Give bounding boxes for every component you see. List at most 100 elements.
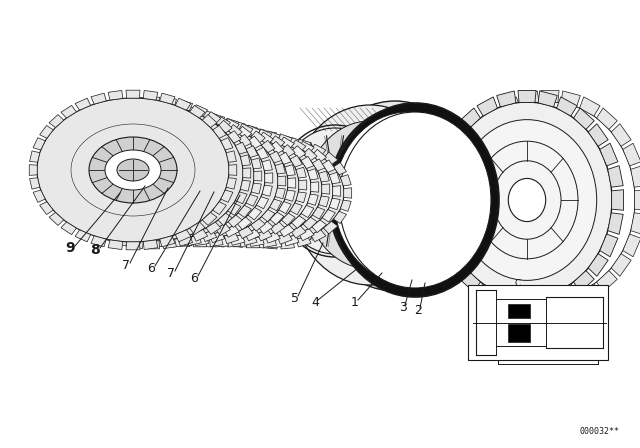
Polygon shape xyxy=(113,100,128,111)
Polygon shape xyxy=(228,215,242,228)
Polygon shape xyxy=(228,203,241,215)
Ellipse shape xyxy=(476,141,578,259)
Polygon shape xyxy=(139,235,153,246)
Polygon shape xyxy=(290,155,303,167)
Polygon shape xyxy=(61,222,76,235)
Polygon shape xyxy=(308,168,318,180)
Polygon shape xyxy=(207,175,218,186)
Ellipse shape xyxy=(458,120,596,280)
Polygon shape xyxy=(557,97,577,116)
Polygon shape xyxy=(245,125,260,137)
Text: 2: 2 xyxy=(414,303,422,316)
Polygon shape xyxy=(214,233,228,244)
Polygon shape xyxy=(85,222,100,234)
Polygon shape xyxy=(281,137,294,146)
Polygon shape xyxy=(557,284,577,303)
Polygon shape xyxy=(228,131,241,143)
Polygon shape xyxy=(238,227,253,238)
Polygon shape xyxy=(180,129,195,141)
Polygon shape xyxy=(215,119,228,128)
Polygon shape xyxy=(125,140,139,152)
Polygon shape xyxy=(55,168,63,178)
Polygon shape xyxy=(211,238,224,247)
Polygon shape xyxy=(596,108,618,129)
Ellipse shape xyxy=(138,127,288,239)
Ellipse shape xyxy=(105,150,161,190)
Ellipse shape xyxy=(169,135,311,239)
Ellipse shape xyxy=(244,175,288,207)
Polygon shape xyxy=(278,176,285,186)
Polygon shape xyxy=(82,146,94,157)
Polygon shape xyxy=(160,236,175,247)
Polygon shape xyxy=(221,138,233,150)
Polygon shape xyxy=(600,234,618,257)
Polygon shape xyxy=(196,210,210,222)
Polygon shape xyxy=(146,167,156,178)
Polygon shape xyxy=(252,158,261,169)
Polygon shape xyxy=(195,111,209,120)
Polygon shape xyxy=(33,190,45,202)
Polygon shape xyxy=(212,202,227,215)
Polygon shape xyxy=(115,188,125,199)
Polygon shape xyxy=(145,232,160,243)
Polygon shape xyxy=(301,156,314,168)
Polygon shape xyxy=(61,105,76,118)
Polygon shape xyxy=(580,97,600,116)
Polygon shape xyxy=(192,172,203,184)
Polygon shape xyxy=(631,166,640,187)
Ellipse shape xyxy=(202,168,250,202)
Polygon shape xyxy=(561,91,580,107)
Polygon shape xyxy=(269,151,282,163)
Text: 6: 6 xyxy=(190,271,198,284)
Polygon shape xyxy=(611,124,631,146)
Ellipse shape xyxy=(214,145,344,241)
Polygon shape xyxy=(631,213,640,234)
Polygon shape xyxy=(126,90,140,98)
Polygon shape xyxy=(291,226,306,238)
Ellipse shape xyxy=(86,113,254,239)
Polygon shape xyxy=(161,233,175,244)
Polygon shape xyxy=(285,190,295,201)
Polygon shape xyxy=(177,116,191,125)
Text: 5: 5 xyxy=(291,292,299,305)
Polygon shape xyxy=(230,130,243,140)
Polygon shape xyxy=(308,194,318,205)
Text: 3: 3 xyxy=(399,301,407,314)
Polygon shape xyxy=(209,237,223,246)
Polygon shape xyxy=(270,141,284,154)
Polygon shape xyxy=(180,229,195,241)
Polygon shape xyxy=(143,240,158,250)
Polygon shape xyxy=(174,146,189,158)
Polygon shape xyxy=(206,112,221,124)
Polygon shape xyxy=(157,145,171,157)
Polygon shape xyxy=(238,124,253,135)
Ellipse shape xyxy=(442,102,612,298)
Polygon shape xyxy=(150,155,162,167)
Polygon shape xyxy=(262,160,273,171)
Polygon shape xyxy=(113,235,128,246)
Polygon shape xyxy=(278,233,292,244)
Polygon shape xyxy=(139,107,153,117)
Ellipse shape xyxy=(175,163,225,199)
Polygon shape xyxy=(319,171,329,182)
Polygon shape xyxy=(193,105,207,116)
Polygon shape xyxy=(202,212,217,225)
Polygon shape xyxy=(177,237,191,246)
Ellipse shape xyxy=(292,105,448,285)
Ellipse shape xyxy=(280,128,390,254)
Ellipse shape xyxy=(199,142,333,240)
Polygon shape xyxy=(99,105,113,116)
Polygon shape xyxy=(279,137,294,149)
Text: 000032**: 000032** xyxy=(580,427,620,436)
Polygon shape xyxy=(500,97,520,116)
Polygon shape xyxy=(518,90,536,103)
Polygon shape xyxy=(220,221,234,234)
Text: 1: 1 xyxy=(351,296,359,309)
Text: 9: 9 xyxy=(65,241,75,255)
Polygon shape xyxy=(29,164,37,175)
Polygon shape xyxy=(270,212,284,224)
Polygon shape xyxy=(268,134,282,143)
Polygon shape xyxy=(296,192,307,203)
Ellipse shape xyxy=(125,153,181,193)
Polygon shape xyxy=(175,98,191,110)
